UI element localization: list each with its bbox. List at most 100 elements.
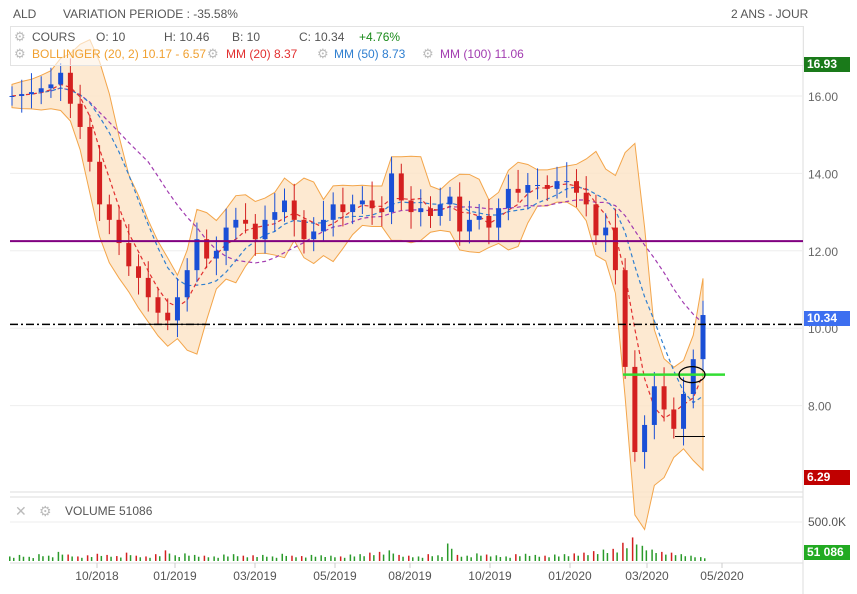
volume-bar: [174, 555, 176, 561]
volume-bar: [9, 556, 11, 561]
candle-body: [330, 204, 336, 220]
candle-body: [48, 84, 54, 89]
legend-low: B: 10: [232, 30, 261, 44]
candle-body: [97, 161, 103, 205]
x-tick-label: 10/2018: [75, 569, 119, 583]
legend-close: C: 10.34: [299, 30, 345, 44]
candle-body: [204, 239, 210, 259]
volume-bar: [135, 555, 138, 561]
volume-bar: [670, 552, 673, 561]
candle-body: [301, 219, 307, 240]
candle-body: [427, 208, 433, 216]
candle-body: [505, 188, 511, 209]
volume-bar: [71, 556, 73, 561]
volume-bar: [622, 542, 624, 561]
volume-bar: [369, 552, 371, 561]
candle-body: [320, 219, 326, 232]
volume-bar: [353, 556, 356, 561]
volume-bar: [32, 558, 34, 561]
volume-bar: [398, 554, 400, 561]
volume-bar: [330, 555, 332, 561]
y-tick-label: 8.00: [808, 400, 832, 414]
candle-body: [564, 181, 570, 183]
volume-bar: [178, 557, 180, 561]
volume-bar: [193, 554, 196, 561]
volume-bar: [480, 555, 482, 561]
candle-body: [262, 219, 268, 240]
volume-bar: [602, 549, 605, 561]
volume-bar: [382, 554, 385, 561]
candle-body: [700, 315, 706, 360]
gear-icon[interactable]: ⚙: [422, 46, 434, 61]
bollinger-band: [11, 38, 704, 531]
volume-bar: [456, 554, 459, 561]
candle-body: [418, 208, 424, 213]
x-tick-label: 03/2019: [233, 569, 277, 583]
candle-body: [496, 208, 502, 228]
period-selector[interactable]: 2 ANS - JOUR: [731, 7, 809, 21]
candle-body: [583, 192, 589, 205]
volume-bar: [592, 551, 595, 561]
candle-body: [671, 409, 677, 429]
volume-bar: [470, 557, 472, 561]
volume-bar: [485, 554, 488, 561]
volume-bar: [534, 554, 537, 561]
gear-icon[interactable]: ⚙: [207, 46, 219, 61]
volume-bar: [203, 555, 206, 561]
gear-icon[interactable]: ⚙: [14, 46, 26, 61]
legend-mm50: MM (50) 8.73: [334, 47, 406, 61]
gear-icon[interactable]: ⚙: [317, 46, 329, 61]
legend-mm100: MM (100) 11.06: [440, 47, 524, 61]
candle-body: [476, 215, 482, 220]
volume-bar: [116, 556, 118, 561]
volume-tag: 51 086: [804, 545, 850, 560]
close-icon[interactable]: ✕: [15, 503, 27, 519]
volume-bar: [77, 556, 79, 561]
volume-bar: [291, 555, 293, 561]
candle-body: [311, 231, 317, 240]
volume-bar: [271, 556, 274, 561]
volume-bar: [213, 556, 215, 561]
volume-bar: [339, 556, 342, 561]
volume-bar: [158, 556, 161, 561]
volume-bar: [548, 557, 550, 561]
volume-bar: [310, 554, 313, 561]
legend-bollinger: BOLLINGER (20, 2) 10.17 - 6.57: [32, 47, 207, 61]
volume-bar: [145, 556, 147, 561]
volume-bar: [262, 554, 264, 561]
candle-body: [340, 204, 346, 213]
legend-high: H: 10.46: [164, 30, 210, 44]
volume-bar: [51, 557, 54, 561]
x-tick-label: 10/2019: [468, 569, 512, 583]
volume-bar: [645, 550, 648, 561]
candle-body: [437, 204, 443, 216]
volume-bar: [47, 555, 50, 561]
candle-body: [106, 204, 112, 220]
legend-open: O: 10: [96, 30, 126, 44]
candle-body: [126, 243, 132, 267]
volume-bar: [421, 557, 424, 561]
candle-body: [457, 196, 463, 232]
volume-label: VOLUME 51086: [65, 504, 153, 518]
volume-bar: [252, 555, 254, 561]
gear-icon[interactable]: ⚙: [14, 29, 26, 44]
volume-bar: [168, 553, 171, 561]
volume-bar: [690, 555, 692, 561]
candle-body: [622, 270, 628, 367]
volume-bar: [631, 537, 634, 561]
volume-bar: [538, 556, 541, 561]
volume-bar: [266, 556, 268, 561]
gear-icon[interactable]: ⚙: [39, 503, 52, 519]
volume-bar: [343, 557, 346, 561]
volume-bar: [495, 555, 498, 561]
volume-bar: [90, 557, 93, 561]
legend-mm20: MM (20) 8.37: [226, 47, 298, 61]
volume-bar: [408, 555, 410, 561]
volume-bar: [665, 554, 667, 561]
candle-body: [87, 126, 93, 162]
volume-bar: [359, 554, 361, 561]
volume-bar: [441, 557, 443, 561]
volume-bar: [499, 557, 502, 561]
volume-bar: [139, 557, 142, 561]
